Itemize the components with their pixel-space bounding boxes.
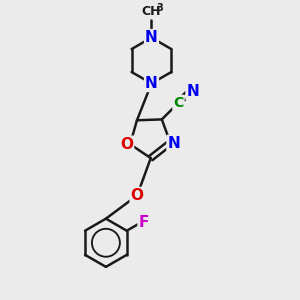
Text: O: O [120,137,133,152]
Text: CH: CH [142,5,161,18]
Text: C: C [173,96,184,110]
Text: O: O [131,188,144,203]
Text: 3: 3 [157,3,164,13]
Text: N: N [145,30,158,45]
Text: N: N [145,76,158,91]
Text: F: F [139,215,149,230]
Text: N: N [167,136,180,151]
Text: N: N [187,84,199,99]
